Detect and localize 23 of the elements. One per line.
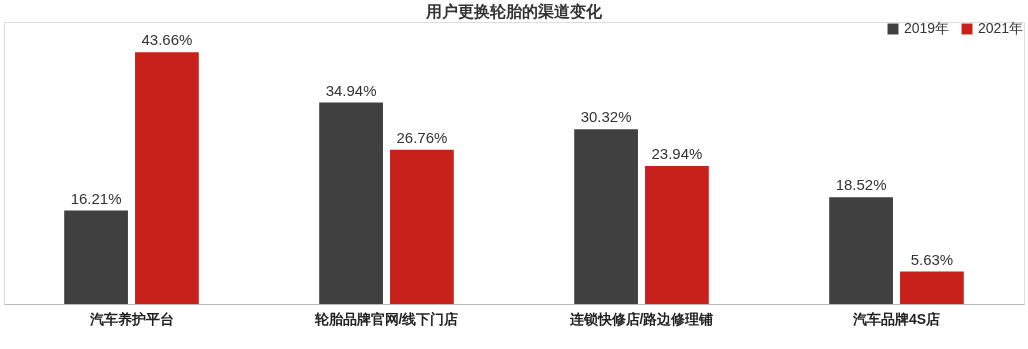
data-label: 18.52% bbox=[835, 176, 887, 194]
data-label: 5.63% bbox=[910, 250, 954, 268]
x-tick-label: 连锁快修店/路边修理铺 bbox=[568, 310, 714, 327]
legend-label: 2021年 bbox=[978, 20, 1024, 36]
data-label: 43.66% bbox=[141, 31, 193, 49]
bar bbox=[390, 149, 454, 304]
data-label: 23.94% bbox=[651, 144, 703, 162]
x-tick-label: 汽车品牌4S店 bbox=[851, 310, 941, 327]
bar bbox=[574, 129, 638, 304]
data-label: 30.32% bbox=[580, 108, 632, 126]
x-tick-label: 汽车养护平台 bbox=[88, 310, 174, 327]
bar bbox=[900, 271, 964, 304]
data-label: 16.21% bbox=[70, 189, 122, 207]
bar bbox=[645, 165, 709, 304]
data-label: 34.94% bbox=[325, 81, 377, 99]
chart-title: 用户更换轮胎的渠道变化 bbox=[425, 3, 603, 20]
bar bbox=[64, 210, 128, 304]
bar bbox=[135, 52, 199, 304]
bar bbox=[319, 102, 383, 304]
legend-label: 2019年 bbox=[904, 20, 950, 36]
x-tick-label: 轮胎品牌官网/线下门店 bbox=[313, 310, 459, 327]
data-label: 26.76% bbox=[396, 128, 448, 146]
bar bbox=[829, 197, 893, 304]
